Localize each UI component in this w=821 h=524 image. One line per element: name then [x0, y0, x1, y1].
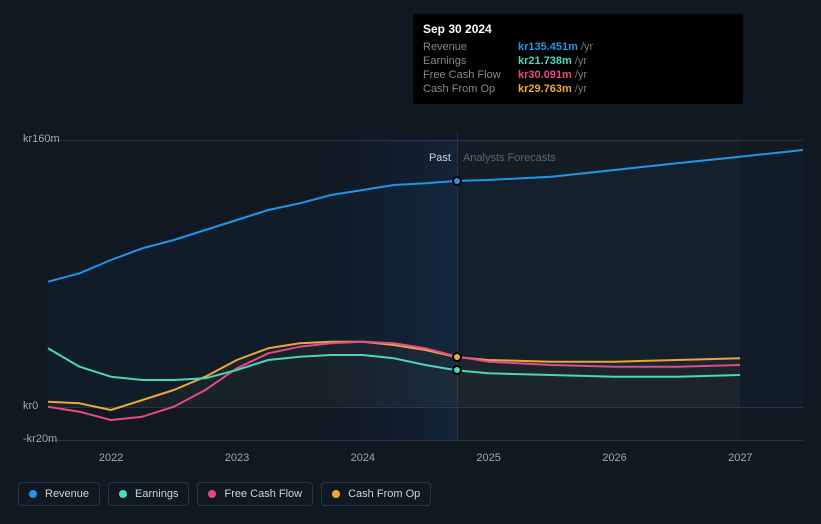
tooltip-metric-value: kr135.451m — [518, 41, 578, 53]
tooltip-unit: /yr — [581, 41, 593, 53]
marker-cfo — [452, 352, 462, 362]
chart-lines — [48, 140, 803, 440]
y-axis-label: -kr20m — [23, 433, 57, 445]
tooltip-row: Revenuekr135.451m/yr — [423, 40, 733, 54]
x-axis-label: 2022 — [99, 452, 123, 464]
x-axis-label: 2023 — [225, 452, 249, 464]
tooltip-row: Cash From Opkr29.763m/yr — [423, 82, 733, 96]
y-axis-label: kr160m — [23, 133, 60, 145]
legend-label: Revenue — [45, 488, 89, 500]
legend-dot-icon — [332, 490, 340, 498]
tooltip-metric-value: kr30.091m — [518, 69, 572, 81]
gridline — [48, 440, 803, 441]
series-fill-revenue — [48, 150, 803, 407]
chart-tooltip: Sep 30 2024 Revenuekr135.451m/yrEarnings… — [413, 14, 743, 104]
tooltip-metric-label: Revenue — [423, 41, 518, 53]
tooltip-date: Sep 30 2024 — [423, 22, 733, 36]
legend-item[interactable]: Free Cash Flow — [197, 482, 313, 506]
legend: Revenue Earnings Free Cash Flow Cash From O… — [18, 482, 431, 506]
legend-dot-icon — [29, 490, 37, 498]
tooltip-row: Free Cash Flowkr30.091m/yr — [423, 68, 733, 82]
x-axis-label: 2024 — [351, 452, 375, 464]
tooltip-row: Earningskr21.738m/yr — [423, 54, 733, 68]
tooltip-metric-value: kr29.763m — [518, 83, 572, 95]
x-axis-label: 2025 — [476, 452, 500, 464]
x-axis-label: 2027 — [728, 452, 752, 464]
tooltip-metric-label: Earnings — [423, 55, 518, 67]
x-axis-label: 2026 — [602, 452, 626, 464]
financial-chart: Sep 30 2024 Revenuekr135.451m/yrEarnings… — [18, 0, 803, 524]
tooltip-unit: /yr — [575, 83, 587, 95]
legend-item[interactable]: Cash From Op — [321, 482, 431, 506]
marker-revenue — [452, 176, 462, 186]
legend-label: Earnings — [135, 488, 178, 500]
tooltip-unit: /yr — [575, 55, 587, 67]
legend-item[interactable]: Revenue — [18, 482, 100, 506]
tooltip-metric-value: kr21.738m — [518, 55, 572, 67]
legend-item[interactable]: Earnings — [108, 482, 189, 506]
tooltip-metric-label: Free Cash Flow — [423, 69, 518, 81]
tooltip-rows: Revenuekr135.451m/yrEarningskr21.738m/yr… — [423, 40, 733, 96]
legend-label: Cash From Op — [348, 488, 420, 500]
tooltip-metric-label: Cash From Op — [423, 83, 518, 95]
plot-area[interactable]: Past Analysts Forecasts — [48, 140, 803, 440]
legend-dot-icon — [119, 490, 127, 498]
legend-dot-icon — [208, 490, 216, 498]
y-axis-label: kr0 — [23, 400, 38, 412]
legend-label: Free Cash Flow — [224, 488, 302, 500]
tooltip-unit: /yr — [575, 69, 587, 81]
marker-earnings — [452, 365, 462, 375]
